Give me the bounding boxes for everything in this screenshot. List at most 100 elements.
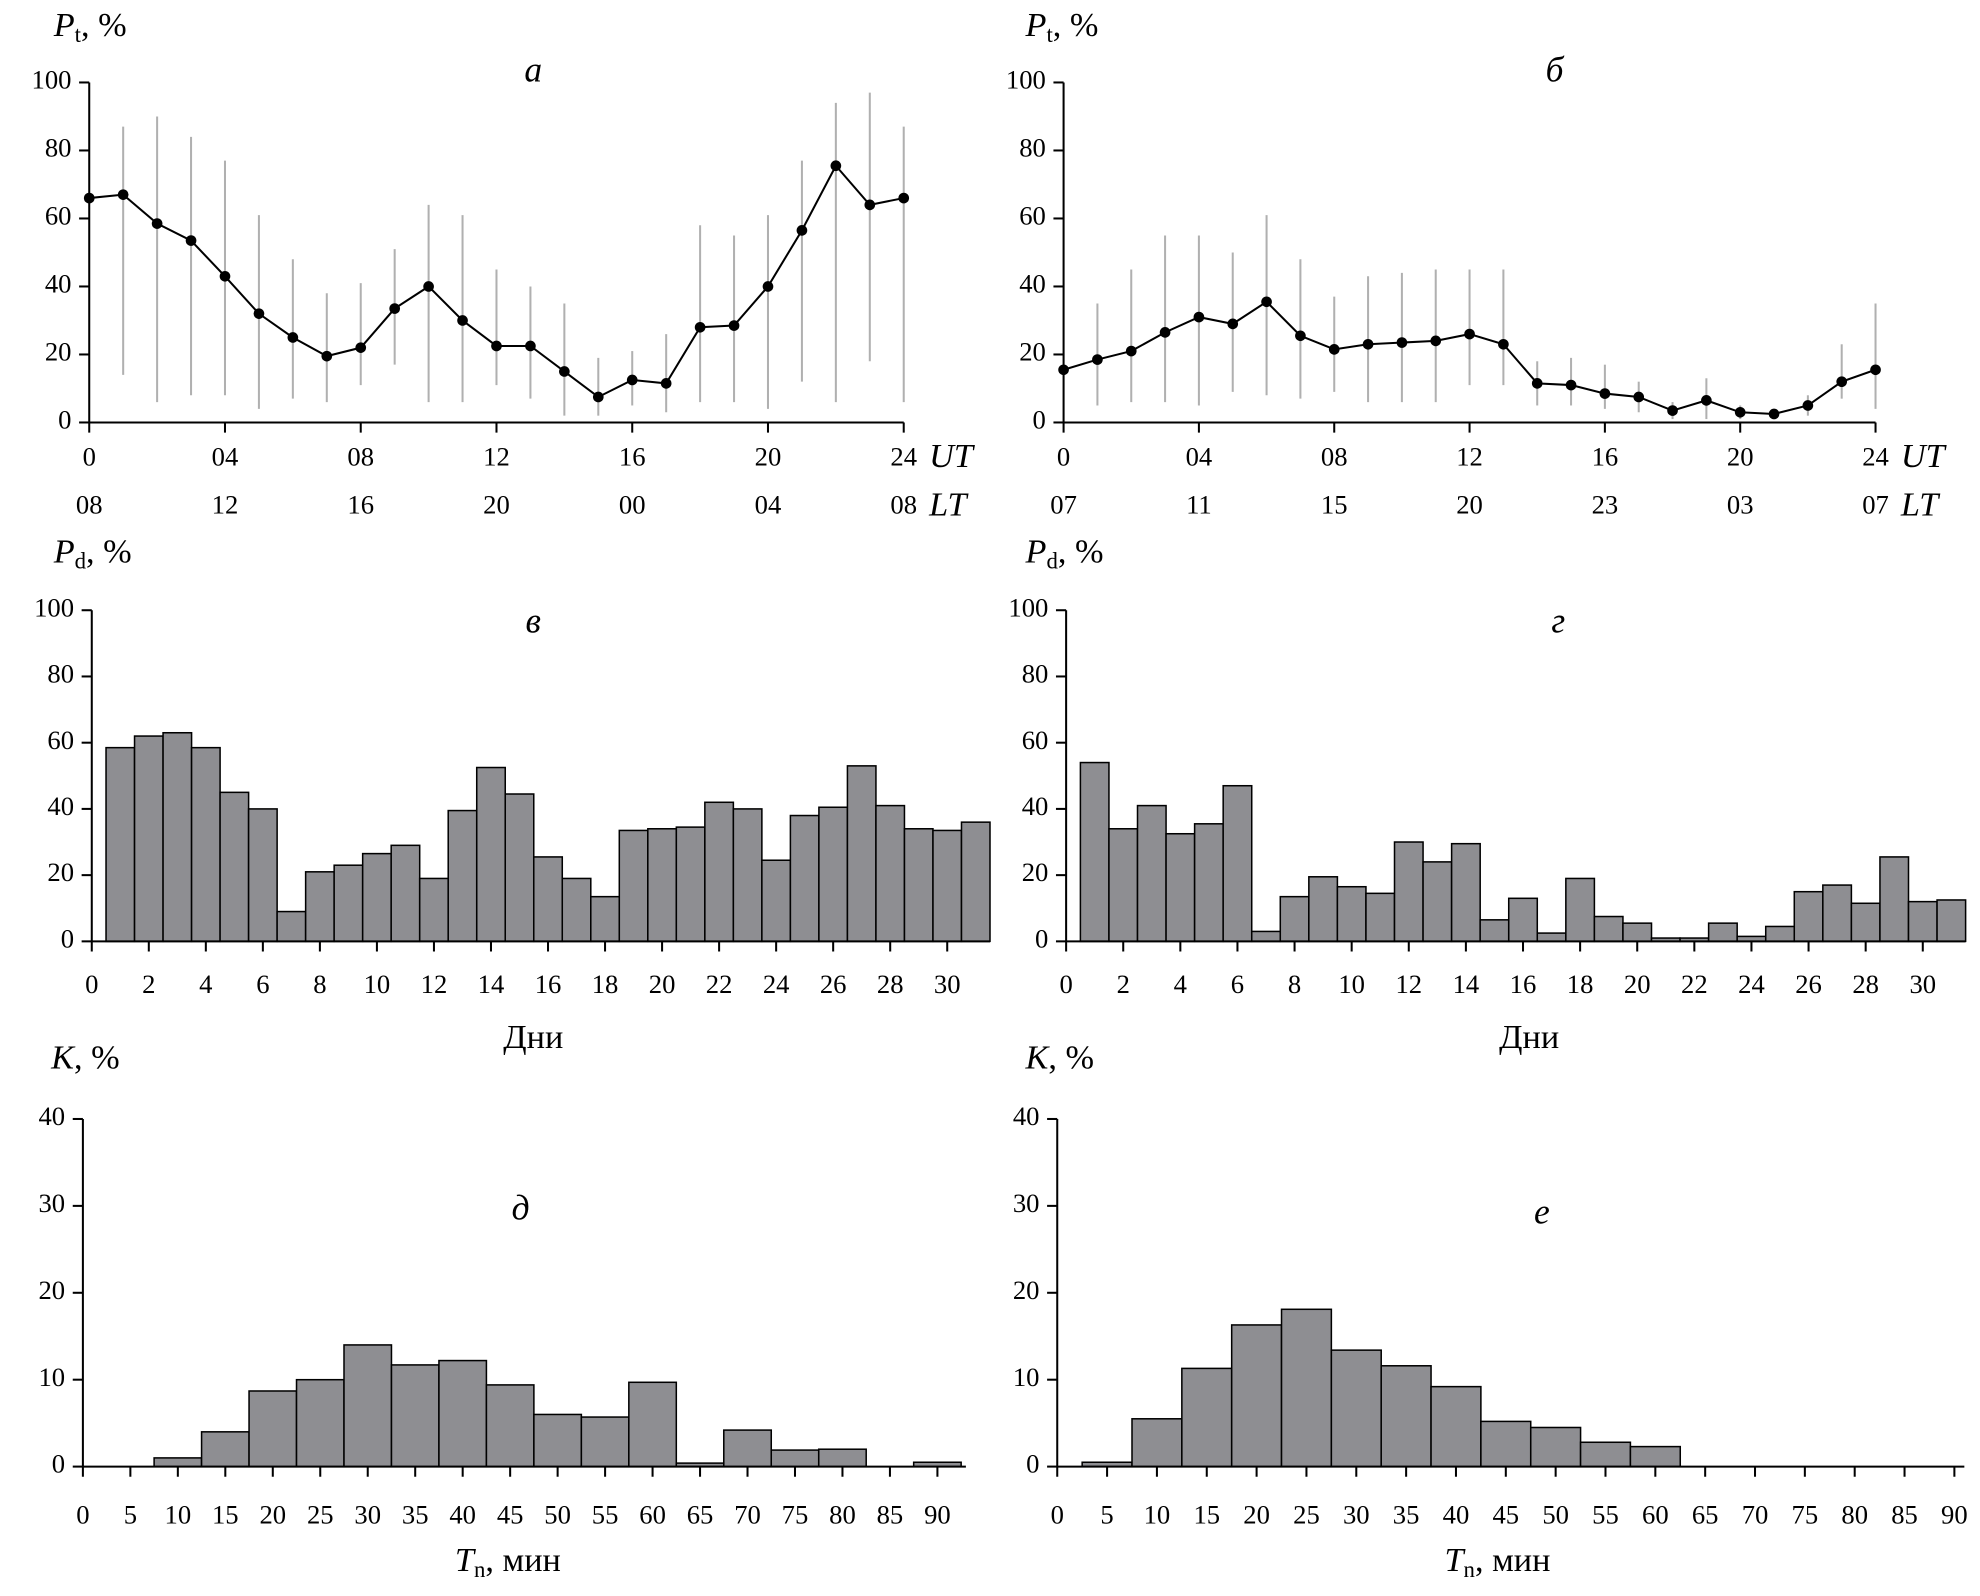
bar <box>475 766 507 943</box>
x-tick-label: 14 <box>478 969 505 999</box>
y-tick-label: 30 <box>39 1188 66 1218</box>
x2-axis-unit: LT <box>1900 485 1941 523</box>
x-tick-label: 12 <box>483 441 510 471</box>
x-tick-label: 30 <box>934 969 961 999</box>
x-tick-label: 24 <box>763 969 790 999</box>
bar <box>133 735 164 943</box>
data-point <box>864 199 876 211</box>
bar <box>1850 902 1881 943</box>
bar <box>618 829 649 943</box>
label-subscript: t <box>1046 22 1053 47</box>
bar <box>390 844 421 943</box>
bar <box>1822 884 1853 943</box>
x-tick-label: 40 <box>1443 1499 1470 1529</box>
x2-axis-unit: LT <box>928 485 969 523</box>
histogram-bar <box>438 1359 488 1468</box>
bar <box>1222 784 1253 943</box>
label-unit: , % <box>81 6 127 44</box>
data-point <box>660 378 672 389</box>
label-subscript: d <box>1046 549 1058 574</box>
x-tick-label: 35 <box>1393 1499 1420 1529</box>
histogram-bar <box>1280 1308 1333 1468</box>
x2-tick-label: 08 <box>890 490 917 520</box>
histogram-bar <box>1330 1349 1382 1468</box>
bar <box>1593 915 1624 943</box>
data-point <box>1227 318 1239 330</box>
histogram-bar <box>200 1431 250 1468</box>
y-tick-label: 0 <box>58 405 71 435</box>
x-tick-label: 10 <box>364 969 391 999</box>
label-symbol: T <box>1444 1541 1466 1579</box>
x-axis-unit: UT <box>929 437 976 475</box>
x-tick-label: 0 <box>1059 969 1072 999</box>
label-unit: , % <box>1058 532 1104 570</box>
bar <box>1136 804 1167 943</box>
y-tick-label: 100 <box>32 65 72 95</box>
label-subscript: n <box>1464 1557 1476 1582</box>
bar <box>1879 856 1910 943</box>
y-tick-label: 20 <box>39 1275 66 1305</box>
bar <box>1936 899 1967 943</box>
data-point <box>1768 408 1780 420</box>
x-tick-label: 50 <box>544 1499 571 1529</box>
x2-tick-label: 07 <box>1862 490 1889 520</box>
x-tick-label: 28 <box>1852 969 1879 999</box>
x2-tick-label: 03 <box>1727 490 1754 520</box>
y-tick-label: 40 <box>1019 269 1046 299</box>
bar <box>675 826 706 943</box>
label-symbol: P <box>53 6 75 44</box>
x-tick-label: 85 <box>877 1499 904 1529</box>
panel-title: д <box>512 1188 530 1228</box>
y-tick-label: 10 <box>39 1362 66 1392</box>
data-point <box>219 270 231 282</box>
x2-tick-label: 15 <box>1321 490 1348 520</box>
data-point <box>491 340 502 352</box>
data-point <box>117 189 129 200</box>
bar <box>1507 897 1539 943</box>
bar <box>1250 930 1282 943</box>
data-point <box>1836 376 1848 387</box>
bar <box>1336 885 1367 943</box>
bar <box>1565 877 1596 943</box>
bar <box>789 814 820 943</box>
x-tick-label: 24 <box>890 441 917 471</box>
x-tick-label: 65 <box>1692 1499 1719 1529</box>
data-point <box>1159 327 1171 338</box>
x-tick-label: 16 <box>619 441 646 471</box>
x-tick-label: 0 <box>83 441 96 471</box>
x-tick-label: 26 <box>1795 969 1822 999</box>
bar <box>590 895 621 943</box>
x-tick-label: 90 <box>924 1499 951 1529</box>
data-point <box>253 308 265 319</box>
axis-label: Pd, % <box>1025 532 1104 573</box>
label-symbol: T <box>455 1541 477 1579</box>
bar <box>818 806 849 943</box>
x-tick-label: 5 <box>1100 1499 1113 1529</box>
x-tick-label: 80 <box>829 1499 856 1529</box>
data-point <box>1362 338 1374 350</box>
bar <box>1793 890 1824 943</box>
x-tick-label: 8 <box>1288 969 1301 999</box>
panel-title: е <box>1534 1192 1550 1232</box>
label-symbol: P <box>1025 532 1047 570</box>
bar <box>162 731 193 943</box>
x-tick-label: 4 <box>1174 969 1187 999</box>
y-tick-label: 60 <box>1022 725 1049 755</box>
data-point <box>1261 296 1272 308</box>
bar <box>732 808 763 943</box>
axis-label: Pd, % <box>53 532 132 573</box>
histogram-bar <box>1230 1324 1283 1468</box>
x-tick-label: 0 <box>1057 441 1070 471</box>
y-tick-label: 80 <box>45 133 72 163</box>
x2-tick-label: 07 <box>1050 490 1077 520</box>
y-tick-label: 100 <box>1006 65 1046 95</box>
x-tick-label: 6 <box>256 969 269 999</box>
bar <box>1079 761 1110 943</box>
x-tick-label: 4 <box>199 969 212 999</box>
data-point <box>1734 406 1746 418</box>
y-tick-label: 100 <box>1008 592 1048 622</box>
x-tick-label: 55 <box>592 1499 619 1529</box>
data-point <box>1092 354 1103 365</box>
axis-label: Tn, мин <box>455 1541 561 1582</box>
